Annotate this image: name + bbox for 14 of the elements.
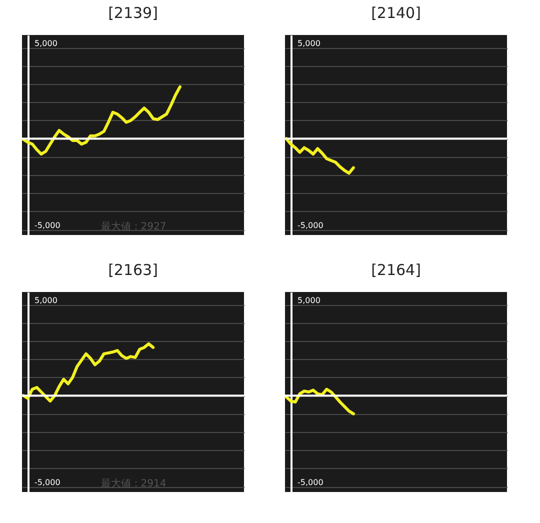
y-tick-label: -5,000 — [34, 478, 60, 488]
y-tick-label: 5,000 — [34, 39, 58, 48]
y-tick-label: -5,000 — [34, 221, 60, 230]
y-tick-label: 5,000 — [298, 296, 320, 306]
chart-title: [2140] — [371, 4, 421, 22]
y-tick-label: -5,000 — [298, 221, 324, 230]
y-tick-label: -5,000 — [298, 478, 324, 488]
chart-title: [2164] — [371, 261, 421, 279]
annotation: 最大値：2914 — [100, 478, 166, 490]
y-tick-label: 5,000 — [298, 39, 320, 48]
chart-title: [2139] — [108, 4, 158, 22]
y-tick-label: 5,000 — [34, 296, 58, 306]
chart-title: [2163] — [108, 261, 158, 279]
annotation: 最大値：2927 — [100, 220, 166, 232]
